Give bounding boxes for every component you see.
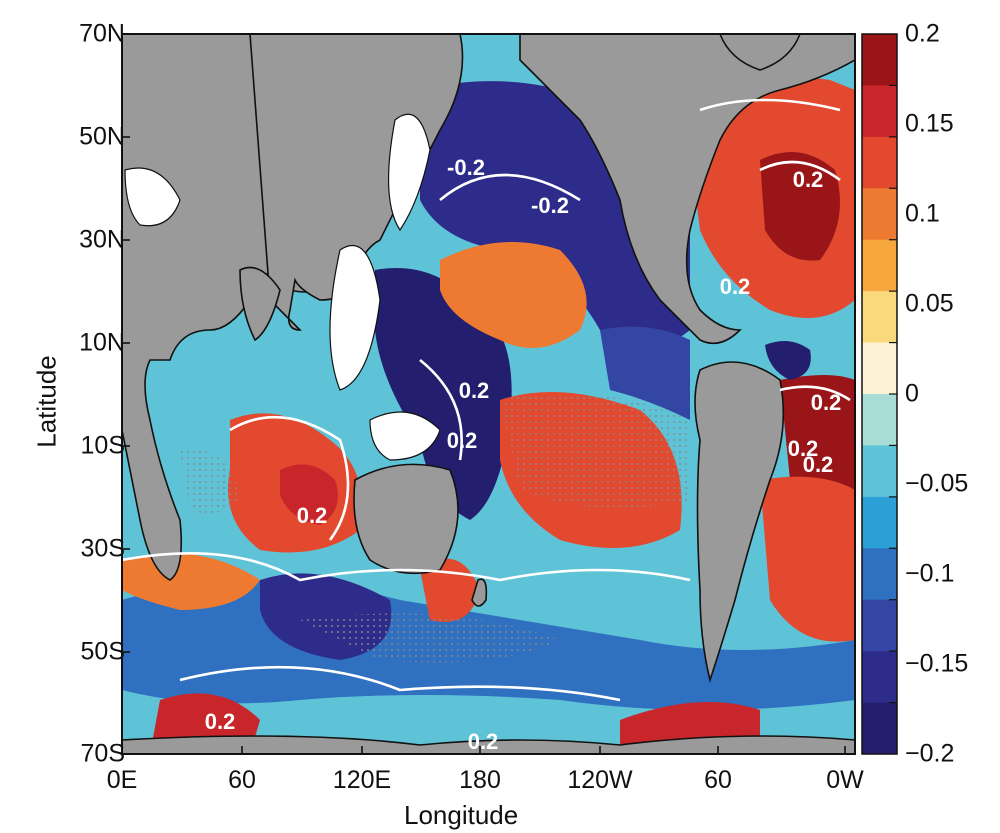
lat-tick-label: 10S — [80, 431, 125, 460]
lat-tick-label: 30S — [80, 534, 125, 563]
contour-label: 0.2 — [810, 390, 842, 415]
lon-tick-label: 120W — [567, 766, 633, 794]
contour-label: 0.2 — [458, 378, 490, 403]
contour-label: 0.2 — [296, 503, 328, 528]
anomaly-indian-ocean-core — [280, 464, 338, 525]
colorbar-swatch — [862, 496, 897, 549]
colorbar-tick-label: −0.1 — [905, 559, 955, 588]
colorbar-swatch — [862, 291, 897, 344]
colorbar-swatch — [862, 445, 897, 498]
colorbar-tick-label: 0.05 — [905, 289, 954, 318]
colorbar-tick-label: −0.05 — [905, 469, 969, 498]
contour-label: -0.2 — [531, 193, 569, 218]
contour-label: 0.2 — [446, 428, 478, 453]
lat-tick-label: 30N — [79, 225, 125, 254]
lon-tick-label: 180 — [459, 766, 501, 794]
colorbar-tick-label: 0.2 — [905, 19, 940, 48]
contour-lines — [122, 98, 851, 702]
lon-tick-label: 60 — [228, 766, 256, 794]
colorbar — [861, 33, 898, 755]
lon-tick-label: 0E — [106, 766, 138, 794]
contour-label: 0.2 — [802, 452, 834, 477]
contour-label: 0.2 — [719, 274, 751, 299]
lon-tick-label: 60 — [704, 766, 732, 794]
anomaly-south-atlantic-positive — [760, 476, 855, 642]
colorbar-tick-label: −0.2 — [905, 739, 955, 768]
colorbar-swatch — [862, 548, 897, 601]
land-south-america — [694, 361, 785, 683]
colorbar-swatch — [862, 599, 897, 652]
no-data-region — [124, 113, 441, 461]
colorbar-tick-label: 0 — [905, 379, 919, 408]
anomaly-west-pacific-negative — [375, 268, 512, 520]
colorbar-swatch — [862, 651, 897, 704]
map-frame — [121, 33, 856, 755]
land-antarctica — [122, 735, 855, 754]
colorbar-swatch — [862, 239, 897, 292]
colorbar-tick-label: 0.1 — [905, 199, 940, 228]
colorbar-swatch — [862, 188, 897, 241]
anomaly-north-atlantic-core — [760, 152, 840, 261]
axis-ticks — [121, 33, 846, 755]
lat-tick-label: 50N — [79, 122, 125, 151]
contour-label: 0.2 — [792, 167, 824, 192]
lon-tick-label: 120E — [332, 766, 392, 794]
stippling-region — [180, 448, 240, 514]
land-north-america — [519, 34, 855, 345]
contour-label: 0.2 — [204, 709, 236, 734]
colorbar-swatch — [862, 342, 897, 395]
stippling-region — [300, 613, 560, 663]
lat-tick-label: 70S — [80, 739, 125, 768]
colorbar-swatch — [862, 136, 897, 189]
contour-label: -0.2 — [447, 155, 485, 180]
land-new-zealand — [471, 578, 488, 607]
contour-label: 0.2 — [467, 729, 499, 754]
x-axis-title: Longitude — [404, 800, 519, 830]
colorbar-swatch — [862, 34, 897, 86]
lon-tick-label: 0W — [826, 766, 864, 794]
land-australia — [353, 463, 459, 575]
lat-tick-label: 10N — [79, 328, 125, 357]
stippling-region — [500, 393, 690, 508]
anomaly-tropical-atlantic-positive — [780, 375, 855, 503]
colorbar-swatch — [862, 394, 897, 446]
colorbar-swatch — [862, 702, 897, 755]
lat-tick-label: 50S — [80, 637, 125, 666]
land-greenland — [719, 34, 801, 71]
contour-label: 0.2 — [787, 436, 819, 461]
y-axis-title: Latitude — [31, 355, 62, 448]
land-india — [239, 266, 281, 342]
colorbar-swatch — [862, 85, 897, 138]
anomaly-field — [122, 76, 855, 754]
colorbar-tick-label: −0.15 — [905, 649, 969, 678]
anomaly-caribbean-negative — [765, 341, 811, 380]
colorbar-tick-label: 0.15 — [905, 109, 954, 138]
lat-tick-label: 70N — [79, 19, 125, 48]
anomaly-central-pacific-positive — [440, 242, 587, 348]
land-masses — [122, 34, 855, 754]
anomaly-east-pacific-negative — [600, 326, 690, 420]
